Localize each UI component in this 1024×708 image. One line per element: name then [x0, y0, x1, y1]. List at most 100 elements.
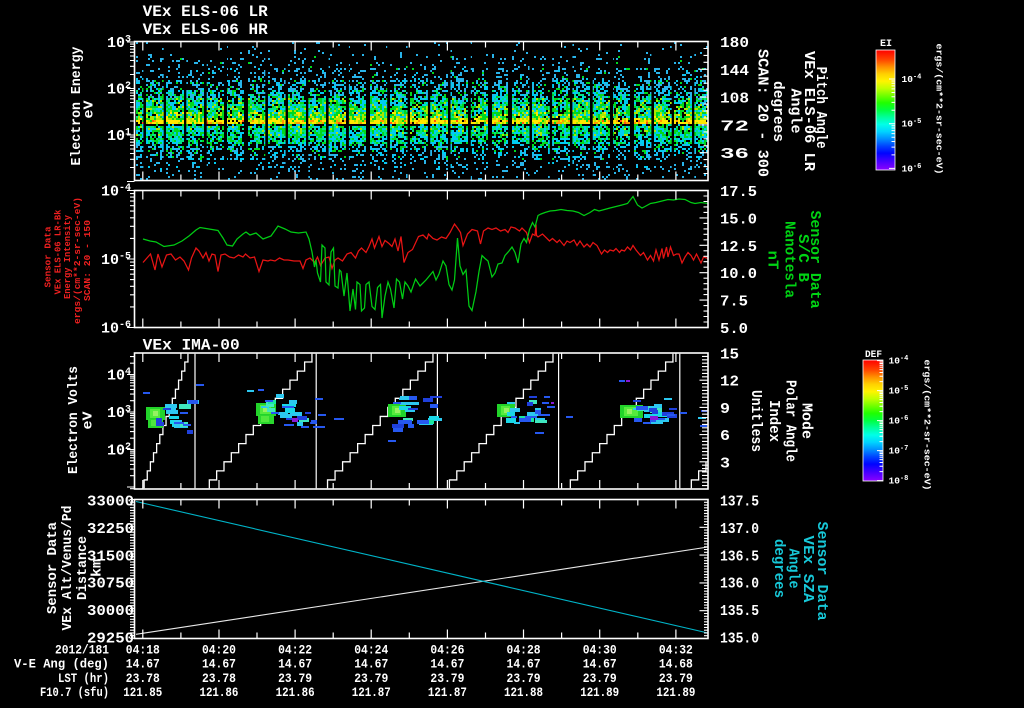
svg-text:10-8: 10-8	[889, 475, 909, 487]
svg-text:136.5: 136.5	[720, 548, 759, 565]
svg-text:10-6: 10-6	[902, 163, 922, 175]
svg-text:ergs/(cm**2-sr-sec-eV): ergs/(cm**2-sr-sec-eV)	[922, 360, 933, 491]
svg-text:eV: eV	[82, 100, 98, 119]
svg-text:Electron Energy: Electron Energy	[69, 46, 85, 166]
svg-text:15: 15	[720, 347, 739, 364]
svg-text:Mode: Mode	[798, 403, 815, 439]
svg-text:180: 180	[720, 35, 749, 52]
svg-text:04:26: 04:26	[430, 644, 464, 658]
svg-text:23.79: 23.79	[278, 672, 312, 686]
svg-text:10-7: 10-7	[889, 445, 909, 457]
svg-text:9: 9	[720, 401, 730, 418]
svg-text:14.67: 14.67	[278, 658, 312, 672]
svg-text:VEx IMA-00: VEx IMA-00	[143, 337, 240, 355]
svg-text:121.87: 121.87	[352, 686, 391, 700]
svg-text:17.5: 17.5	[720, 184, 757, 201]
svg-text:VEx ELS-06 LR: VEx ELS-06 LR	[800, 51, 817, 171]
svg-text:10.0: 10.0	[720, 266, 757, 283]
svg-text:Sensor Data: Sensor Data	[813, 522, 830, 621]
svg-text:23.79: 23.79	[583, 672, 617, 686]
svg-text:VEx ELS-06 HR: VEx ELS-06 HR	[143, 21, 268, 39]
svg-text:121.88: 121.88	[504, 686, 543, 700]
svg-text:04:18: 04:18	[126, 644, 160, 658]
svg-text:121.86: 121.86	[199, 686, 238, 700]
svg-text:ergs/(cm**2-sr-sec-eV): ergs/(cm**2-sr-sec-eV)	[72, 197, 83, 324]
svg-text:Polar Angle: Polar Angle	[782, 380, 799, 462]
svg-text:23.79: 23.79	[354, 672, 388, 686]
svg-text:04:24: 04:24	[354, 644, 388, 658]
svg-text:Nanotesla: Nanotesla	[781, 221, 798, 298]
svg-text:30000: 30000	[87, 603, 134, 620]
svg-text:121.89: 121.89	[580, 686, 619, 700]
svg-text:31500: 31500	[87, 548, 134, 565]
svg-text:V-E Ang (deg): V-E Ang (deg)	[14, 658, 109, 672]
svg-text:14.67: 14.67	[126, 658, 160, 672]
svg-text:29250: 29250	[87, 631, 134, 648]
svg-text:Angle: Angle	[787, 89, 804, 134]
svg-text:14.67: 14.67	[354, 658, 388, 672]
svg-text:103: 103	[107, 404, 131, 422]
svg-text:136.0: 136.0	[720, 576, 759, 593]
svg-text:23.79: 23.79	[507, 672, 541, 686]
svg-text:137.0: 137.0	[720, 521, 759, 538]
svg-text:108: 108	[720, 91, 749, 108]
svg-text:6: 6	[720, 428, 730, 445]
svg-text:10-4: 10-4	[101, 183, 131, 201]
svg-text:32250: 32250	[87, 521, 134, 538]
svg-text:SCAN: 20 - 150: SCAN: 20 - 150	[82, 220, 93, 301]
svg-text:10-5: 10-5	[889, 385, 909, 397]
svg-text:eV: eV	[81, 411, 97, 430]
svg-text:Energy Intensity: Energy Intensity	[62, 215, 73, 299]
svg-text:15.0: 15.0	[720, 211, 757, 228]
svg-text:72: 72	[720, 118, 749, 135]
svg-text:5.0: 5.0	[720, 321, 748, 338]
svg-text:23.78: 23.78	[126, 672, 160, 686]
svg-text:12: 12	[720, 374, 739, 391]
svg-text:F10.7 (sfu): F10.7 (sfu)	[40, 686, 109, 700]
svg-text:14.67: 14.67	[507, 658, 541, 672]
svg-text:102: 102	[107, 442, 131, 460]
svg-text:135.0: 135.0	[720, 631, 759, 648]
svg-text:23.78: 23.78	[202, 672, 236, 686]
svg-text:nT: nT	[764, 251, 781, 270]
svg-text:103: 103	[107, 34, 131, 52]
svg-text:10-6: 10-6	[101, 320, 131, 338]
svg-text:Pitch Angle: Pitch Angle	[812, 67, 829, 149]
svg-text:10-4: 10-4	[889, 355, 909, 367]
svg-text:Unitless: Unitless	[747, 390, 764, 452]
svg-text:2012/181: 2012/181	[55, 644, 109, 658]
svg-text:LST (hr): LST (hr)	[58, 672, 109, 686]
svg-text:10-4: 10-4	[902, 73, 922, 85]
svg-text:14.67: 14.67	[430, 658, 464, 672]
svg-text:30750: 30750	[87, 576, 134, 593]
svg-text:14.68: 14.68	[659, 658, 693, 672]
svg-text:14.67: 14.67	[202, 658, 236, 672]
svg-text:3: 3	[720, 455, 730, 472]
svg-text:EI: EI	[880, 39, 892, 50]
svg-text:km: km	[90, 559, 106, 577]
svg-text:Index: Index	[765, 400, 782, 442]
svg-text:04:32: 04:32	[659, 644, 693, 658]
svg-text:04:20: 04:20	[202, 644, 236, 658]
svg-text:36: 36	[720, 146, 749, 163]
svg-text:degrees: degrees	[769, 81, 786, 142]
svg-text:7.5: 7.5	[720, 294, 748, 311]
svg-text:10-6: 10-6	[889, 415, 909, 427]
svg-text:121.85: 121.85	[123, 686, 162, 700]
svg-text:degrees: degrees	[770, 539, 787, 598]
svg-text:VEx ELS-06 LR: VEx ELS-06 LR	[143, 3, 268, 21]
svg-text:04:22: 04:22	[278, 644, 312, 658]
svg-text:144: 144	[720, 63, 749, 80]
svg-text:135.5: 135.5	[720, 603, 759, 620]
svg-text:10-5: 10-5	[902, 118, 922, 130]
svg-text:137.5: 137.5	[720, 494, 759, 511]
svg-text:12.5: 12.5	[720, 239, 757, 256]
svg-text:VEx ELS-06 LR-Bk: VEx ELS-06 LR-Bk	[52, 209, 63, 294]
svg-text:SCAN: 20 - 300: SCAN: 20 - 300	[754, 49, 771, 177]
svg-text:VEx Alt/Venus/Pd: VEx Alt/Venus/Pd	[60, 506, 76, 631]
svg-text:S/C B: S/C B	[794, 234, 811, 282]
svg-text:23.79: 23.79	[659, 672, 693, 686]
svg-text:104: 104	[107, 367, 131, 385]
svg-text:102: 102	[107, 81, 131, 99]
svg-text:Sensor Data: Sensor Data	[806, 211, 823, 309]
